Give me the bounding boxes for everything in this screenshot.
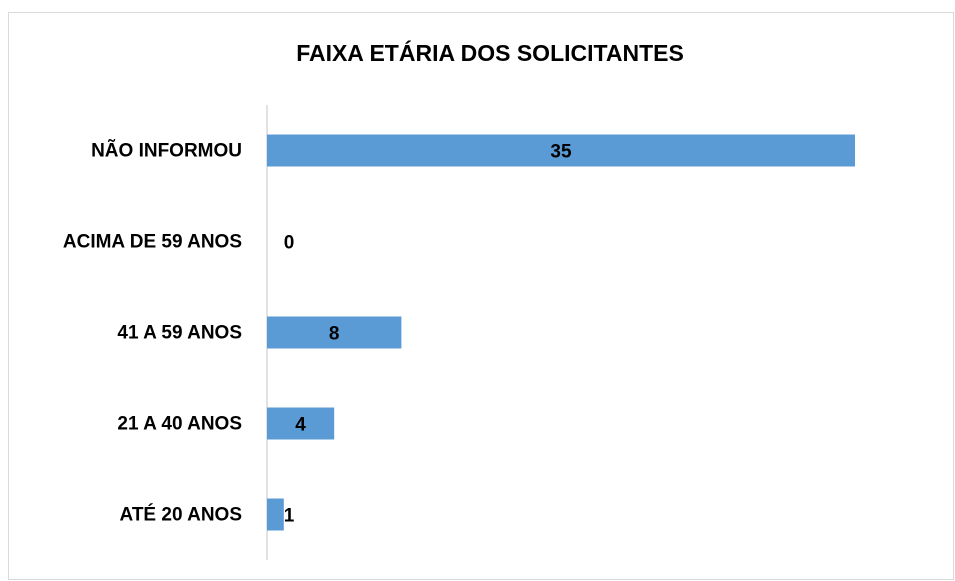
- bar: [267, 134, 855, 167]
- bar: [267, 316, 402, 349]
- data-label: 4: [295, 415, 306, 436]
- y-tick-label: ACIMA DE 59 ANOS: [63, 232, 242, 253]
- y-tick-label: 41 A 59 ANOS: [117, 323, 242, 344]
- y-tick-label: NÃO INFORMOU: [91, 140, 242, 162]
- chart-frame: [8, 12, 954, 580]
- data-label: 8: [329, 324, 340, 345]
- y-tick-label: ATÉ 20 ANOS: [120, 504, 242, 526]
- data-label: 35: [550, 142, 572, 163]
- y-tick-label: 21 A 40 ANOS: [117, 414, 242, 435]
- bar: [267, 498, 284, 531]
- data-label: 0: [284, 233, 295, 254]
- data-label: 1: [284, 506, 295, 527]
- chart-title: FAIXA ETÁRIA DOS SOLICITANTES: [296, 39, 684, 66]
- bar: [267, 407, 335, 440]
